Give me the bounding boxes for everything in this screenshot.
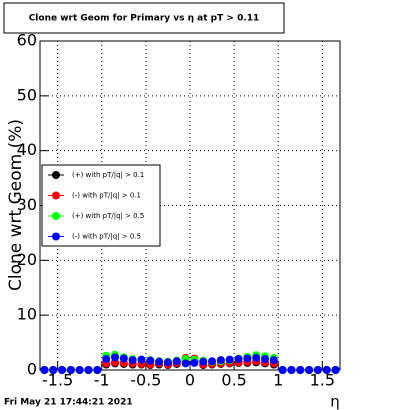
timestamp: Fri May 21 17:44:21 2021: [4, 398, 133, 408]
marker: [146, 356, 155, 365]
legend-box: [41, 164, 161, 247]
x-tick-label: -0.5: [130, 371, 161, 390]
marker: [243, 354, 252, 363]
marker: [305, 366, 314, 374]
x-axis-label: η: [330, 393, 340, 410]
x-tick-label: 0: [185, 371, 195, 390]
marker: [111, 353, 119, 362]
y-axis-label: Clone wrt Geom (%): [6, 119, 26, 291]
y-tick-label: 50: [17, 85, 37, 104]
marker: [40, 366, 49, 374]
marker: [84, 366, 93, 374]
marker: [155, 357, 164, 366]
y-tick-label: 20: [17, 250, 37, 269]
y-tick-label: 10: [17, 305, 37, 324]
marker: [261, 355, 269, 364]
y-tick-label: 40: [17, 140, 37, 159]
marker: [49, 366, 58, 374]
marker: [269, 356, 278, 365]
marker: [172, 357, 181, 366]
legend-marker: [52, 171, 60, 179]
x-tick-label: -1: [94, 371, 110, 390]
marker: [75, 366, 84, 374]
legend-label: (+) with pT/|q| > 0.5: [72, 212, 144, 220]
marker: [102, 355, 111, 364]
y-tick-label: 30: [17, 195, 37, 214]
x-tick-label: 1: [273, 371, 283, 390]
legend-label: (-) with pT/|q| > 0.1: [72, 192, 141, 200]
marker: [208, 357, 217, 366]
marker: [137, 355, 146, 364]
legend-marker: [52, 212, 60, 220]
marker: [66, 366, 75, 374]
marker: [119, 354, 128, 363]
y-tick-label: 60: [17, 31, 37, 50]
marker: [278, 366, 287, 374]
marker: [128, 356, 137, 365]
title-box: [3, 2, 285, 34]
y-tick-label: 0: [27, 360, 37, 379]
marker: [234, 355, 243, 364]
marker: [296, 366, 305, 374]
marker: [190, 358, 199, 367]
legend-label: (+) with pT/|q| > 0.1: [72, 171, 144, 179]
legend-label: (-) with pT/|q| > 0.5: [72, 233, 141, 241]
marker: [181, 359, 190, 368]
marker: [252, 353, 261, 362]
marker: [313, 366, 322, 374]
marker: [93, 366, 102, 374]
x-tick-label: -1.5: [42, 371, 73, 390]
marker: [287, 366, 296, 374]
marker: [225, 355, 234, 364]
legend-marker: [52, 191, 60, 200]
marker: [163, 358, 172, 367]
marker: [58, 366, 67, 374]
marker: [199, 357, 208, 366]
x-tick-label: 0.5: [221, 371, 246, 390]
legend-marker: [52, 232, 60, 241]
chart-title: Clone wrt Geom for Primary vs η at pT > …: [29, 14, 260, 24]
series: [40, 353, 340, 374]
marker: [322, 366, 331, 374]
x-tick-label: 1.5: [310, 371, 335, 390]
marker: [216, 356, 225, 365]
marker: [331, 366, 340, 374]
